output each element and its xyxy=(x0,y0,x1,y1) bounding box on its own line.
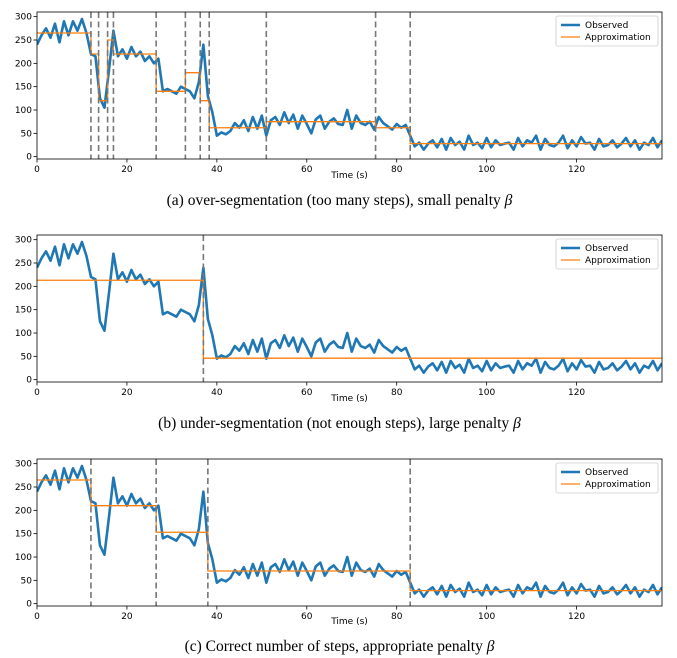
x-axis-label: Time (s) xyxy=(330,171,368,181)
observed-series-line xyxy=(37,240,662,374)
approximation-series-line xyxy=(37,279,662,359)
chart-panel-2: 0 50 100 150 200 250 300 0 20 40 60 80 100 120 Time (s… xyxy=(15,234,663,432)
y-tick-label: 0 xyxy=(26,600,32,610)
legend-approximation-label: Approximation xyxy=(585,256,651,266)
x-tick-label: 60 xyxy=(301,612,313,622)
y-tick-label: 50 xyxy=(21,576,33,586)
x-tick-label: 120 xyxy=(568,388,585,398)
legend-approximation-label: Approximation xyxy=(585,33,651,43)
caption-text: (b) under-segmentation (not enough steps… xyxy=(158,415,513,432)
x-tick-label: 100 xyxy=(478,612,495,622)
y-tick-label: 150 xyxy=(15,83,32,93)
y-tick-label: 250 xyxy=(15,259,32,269)
x-axis-label: Time (s) xyxy=(330,617,368,627)
x-tick-label: 60 xyxy=(301,165,313,175)
y-tick-label: 250 xyxy=(15,483,32,493)
x-axis-label: Time (s) xyxy=(330,394,368,404)
chart-panel-1: 0 50 100 150 200 250 300 0 20 40 60 80 100 120 Time (s… xyxy=(15,11,663,209)
y-tick-label: 100 xyxy=(15,553,32,563)
x-tick-label: 100 xyxy=(478,165,495,175)
x-tick-label: 0 xyxy=(34,165,40,175)
legend-observed-label: Observed xyxy=(585,21,628,31)
y-tick-label: 50 xyxy=(21,129,33,139)
legend-box xyxy=(555,238,659,270)
y-tick-label: 100 xyxy=(15,329,32,339)
legend-observed-label: Observed xyxy=(585,468,628,478)
x-tick-label: 20 xyxy=(121,388,133,398)
legend-box xyxy=(555,15,659,47)
x-tick-label: 80 xyxy=(391,612,403,622)
x-tick-label: 0 xyxy=(34,612,40,622)
x-tick-label: 60 xyxy=(301,388,313,398)
y-tick-label: 200 xyxy=(15,506,32,516)
chart-panel-3: 0 50 100 150 200 250 300 0 20 40 60 80 100 120 Time (s… xyxy=(15,458,663,655)
y-tick-label: 200 xyxy=(15,282,32,292)
x-tick-label: 20 xyxy=(121,612,133,622)
y-tick-label: 250 xyxy=(15,36,32,46)
y-tick-label: 0 xyxy=(26,376,32,386)
plot-frame xyxy=(36,458,663,607)
y-tick-label: 100 xyxy=(15,106,32,116)
y-tick-label: 300 xyxy=(15,13,32,23)
x-tick-label: 80 xyxy=(391,388,403,398)
caption-text: (a) over-segmentation (too many steps), … xyxy=(167,192,505,209)
y-tick-label: 150 xyxy=(15,306,32,316)
x-tick-label: 40 xyxy=(211,165,223,175)
y-tick-label: 50 xyxy=(21,352,33,362)
x-tick-label: 0 xyxy=(34,388,40,398)
panel-caption: (c) Correct number of steps, appropriate… xyxy=(185,638,495,655)
panel-caption: (b) under-segmentation (not enough steps… xyxy=(158,415,521,432)
y-tick-label: 300 xyxy=(15,460,32,470)
x-tick-label: 40 xyxy=(211,612,223,622)
plot-frame xyxy=(36,234,663,383)
caption-beta-symbol: β xyxy=(512,415,521,432)
legend-box xyxy=(555,462,659,494)
y-tick-label: 200 xyxy=(15,59,32,69)
x-tick-label: 120 xyxy=(568,612,585,622)
x-tick-label: 80 xyxy=(391,165,403,175)
caption-beta-symbol: β xyxy=(486,638,495,655)
caption-text: (c) Correct number of steps, appropriate… xyxy=(185,638,487,655)
legend-approximation-label: Approximation xyxy=(585,480,651,490)
panel-caption: (a) over-segmentation (too many steps), … xyxy=(167,192,513,209)
caption-beta-symbol: β xyxy=(504,192,513,209)
x-tick-label: 100 xyxy=(478,388,495,398)
y-tick-label: 150 xyxy=(15,530,32,540)
plot-frame xyxy=(36,11,663,160)
x-tick-label: 20 xyxy=(121,165,133,175)
x-tick-label: 40 xyxy=(211,388,223,398)
y-tick-label: 300 xyxy=(15,236,32,246)
y-tick-label: 0 xyxy=(26,153,32,163)
legend-observed-label: Observed xyxy=(585,244,628,254)
x-tick-label: 120 xyxy=(568,165,585,175)
